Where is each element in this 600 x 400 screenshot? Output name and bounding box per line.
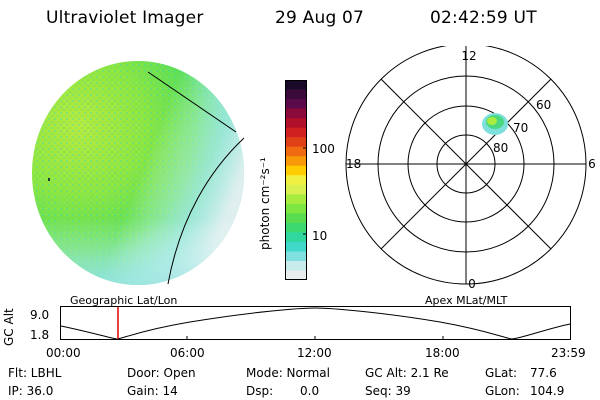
mlt-label-12: 12	[461, 49, 476, 63]
x-tick-0600: 06:00	[170, 346, 205, 360]
colorbar-segment	[285, 260, 307, 272]
y-tick-bottom: 1.8	[30, 328, 50, 342]
mlt-label-0: 0	[468, 277, 476, 291]
geographic-label: Geographic Lat/Lon	[70, 294, 178, 307]
time-label: 02:42:59 UT	[430, 8, 537, 28]
dsp-info-label: Dsp:	[246, 384, 274, 398]
polar-plot: 12 18 6 0 60 70 80	[345, 46, 596, 291]
colorbar-tick-100: 100	[312, 142, 335, 156]
lat-label-60: 60	[536, 98, 551, 112]
ip-info: IP: 36.0	[8, 384, 54, 398]
colorbar-segment	[285, 175, 307, 186]
earth-disk-image	[32, 61, 245, 285]
glat-info-label: GLat:	[485, 366, 518, 380]
apex-label: Apex MLat/MLT	[425, 294, 508, 307]
altitude-curve	[60, 307, 571, 340]
lat-label-70: 70	[513, 121, 528, 135]
lat-label-80: 80	[493, 141, 508, 155]
door-info: Door: Open	[127, 366, 196, 380]
x-tick-2359: 23:59	[551, 346, 586, 360]
filter-info: Flt: LBHL	[8, 366, 62, 380]
date-label: 29 Aug 07	[275, 8, 365, 28]
colorbar-segment	[285, 232, 307, 243]
y-tick-top: 9.0	[30, 308, 50, 322]
x-tick-0000: 00:00	[46, 346, 81, 360]
colorbar-segment	[285, 251, 307, 262]
instrument-title: Ultraviolet Imager	[46, 8, 204, 28]
glon-info-label: GLon:	[485, 384, 520, 398]
colorbar-segment	[285, 222, 307, 233]
colorbar-segment	[285, 118, 307, 129]
x-tick-1800: 18:00	[425, 346, 460, 360]
colorbar-segment	[285, 194, 307, 205]
colorbar-segment	[285, 80, 307, 91]
glat-info-value: 77.6	[530, 366, 557, 380]
colorbar-tick-10: 10	[312, 229, 328, 243]
colorbar-segment	[285, 241, 307, 253]
dsp-info-value: 0.0	[300, 384, 320, 398]
colorbar-border	[285, 80, 307, 280]
colorbar-segment	[285, 184, 307, 195]
auroral-blob	[482, 113, 508, 135]
mode-info: Mode: Normal	[246, 366, 330, 380]
timeline-axis-label: GC Alt	[2, 308, 16, 346]
colorbar-segment	[285, 156, 307, 167]
glon-info-value: 104.9	[530, 384, 565, 398]
mlt-label-6: 6	[588, 157, 596, 171]
colorbar	[285, 80, 307, 280]
colorbar-segment	[285, 213, 307, 224]
colorbar-segment	[285, 203, 307, 214]
seq-info: Seq: 39	[365, 384, 411, 398]
colorbar-segment	[285, 99, 307, 110]
colorbar-segment	[285, 127, 307, 138]
gc-alt-info: GC Alt: 2.1 Re	[365, 366, 449, 380]
gain-info: Gain: 14	[127, 384, 178, 398]
colorbar-segment	[285, 270, 307, 280]
colorbar-segment	[285, 89, 307, 100]
x-tick-1200: 12:00	[297, 346, 332, 360]
timeline-plot	[60, 306, 571, 340]
colorbar-segment	[285, 108, 307, 119]
colorbar-segment	[285, 137, 307, 148]
colorbar-segment	[285, 165, 307, 176]
colorbar-label: photon cm⁻²s⁻¹	[258, 157, 272, 250]
mlt-label-18: 18	[346, 157, 361, 171]
colorbar-segment	[285, 146, 307, 157]
